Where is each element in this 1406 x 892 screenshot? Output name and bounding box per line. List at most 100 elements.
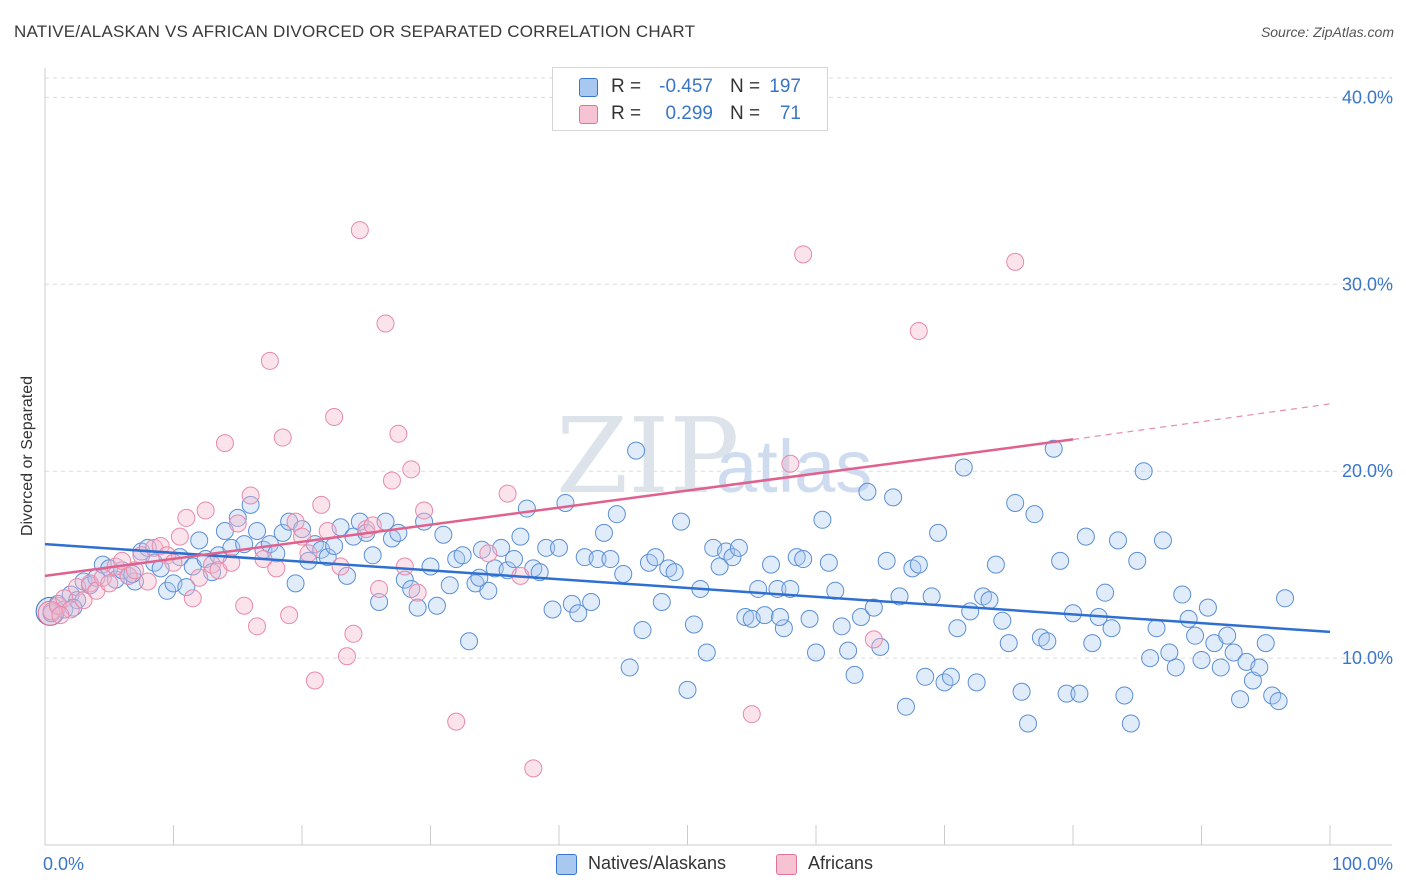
data-point-natives bbox=[537, 538, 556, 557]
data-point-africans bbox=[337, 647, 356, 666]
data-point-natives bbox=[1044, 439, 1063, 458]
data-point-africans bbox=[350, 221, 369, 240]
data-point-natives bbox=[1019, 714, 1038, 733]
data-point-natives bbox=[1186, 626, 1205, 645]
data-point-natives bbox=[961, 602, 980, 621]
data-point-natives bbox=[980, 591, 999, 610]
data-point-natives bbox=[470, 568, 489, 587]
data-point-africans bbox=[312, 495, 331, 514]
data-point-natives bbox=[723, 548, 742, 567]
data-point-africans bbox=[196, 501, 215, 520]
data-point-natives bbox=[434, 525, 453, 544]
data-point-natives bbox=[293, 520, 311, 539]
data-point-natives bbox=[736, 607, 755, 626]
data-point-natives bbox=[517, 499, 536, 518]
data-point-natives bbox=[1173, 585, 1192, 604]
data-point-natives bbox=[460, 632, 479, 651]
data-point-natives bbox=[864, 598, 883, 617]
data-point-natives bbox=[1038, 632, 1057, 651]
data-point-natives bbox=[1256, 634, 1275, 653]
legend-r-label: R = bbox=[611, 103, 642, 124]
data-point-natives bbox=[421, 557, 440, 576]
data-point-natives bbox=[710, 557, 729, 576]
data-point-natives bbox=[929, 523, 948, 542]
series-africans bbox=[37, 221, 1025, 778]
data-point-natives bbox=[941, 667, 960, 686]
data-point-natives bbox=[337, 566, 356, 585]
data-point-natives bbox=[1006, 493, 1025, 512]
data-point-africans bbox=[479, 544, 498, 563]
y-tick-label: 30.0% bbox=[1342, 274, 1393, 294]
natives-legend-label: Natives/Alaskans bbox=[588, 853, 727, 873]
data-point-natives bbox=[1012, 682, 1031, 701]
data-point-africans bbox=[215, 434, 234, 453]
data-point-natives bbox=[807, 643, 825, 662]
data-point-natives bbox=[646, 548, 665, 567]
data-point-natives bbox=[832, 617, 851, 636]
tick-labels: 10.0% 20.0% 30.0% 40.0% 0.0% 100.0% bbox=[43, 87, 1393, 874]
data-point-africans bbox=[408, 583, 427, 602]
trend-lines bbox=[44, 403, 1331, 634]
data-point-natives bbox=[1198, 598, 1217, 617]
data-point-africans bbox=[376, 314, 395, 333]
data-point-africans bbox=[286, 512, 305, 531]
data-point-africans bbox=[331, 557, 350, 576]
data-point-natives bbox=[884, 488, 903, 507]
data-point-africans bbox=[241, 486, 260, 505]
data-point-natives bbox=[1108, 531, 1127, 550]
data-point-natives bbox=[1211, 658, 1230, 677]
data-point-africans bbox=[402, 460, 421, 479]
data-point-natives bbox=[1179, 609, 1198, 628]
data-point-natives bbox=[858, 482, 877, 501]
data-point-africans bbox=[235, 596, 254, 615]
data-point-africans bbox=[151, 536, 170, 555]
data-point-natives bbox=[1115, 686, 1134, 705]
data-point-natives bbox=[1025, 505, 1044, 524]
data-point-natives bbox=[729, 538, 748, 557]
data-point-africans bbox=[781, 454, 800, 473]
data-point-natives bbox=[408, 598, 427, 617]
data-point-natives bbox=[633, 621, 652, 640]
data-point-natives bbox=[1083, 634, 1102, 653]
natives-legend-swatch bbox=[556, 854, 577, 875]
data-point-natives bbox=[1121, 714, 1140, 733]
data-point-natives bbox=[1147, 619, 1166, 638]
data-point-africans bbox=[382, 471, 401, 490]
data-point-africans bbox=[74, 591, 93, 610]
data-point-natives bbox=[672, 512, 691, 531]
legend-r-value: -0.457 bbox=[659, 76, 713, 97]
data-point-natives bbox=[890, 587, 909, 606]
data-point-africans bbox=[260, 351, 279, 370]
africans-legend-swatch bbox=[776, 854, 797, 875]
data-point-natives bbox=[762, 555, 781, 574]
data-point-natives bbox=[652, 593, 671, 612]
data-point-natives bbox=[800, 609, 819, 628]
africans-swatch bbox=[579, 105, 598, 124]
data-point-natives bbox=[845, 665, 864, 684]
data-point-africans bbox=[222, 553, 241, 572]
y-tick-label: 40.0% bbox=[1342, 87, 1393, 107]
data-point-natives bbox=[1250, 658, 1269, 677]
data-point-natives bbox=[819, 553, 838, 572]
data-point-natives bbox=[787, 548, 806, 567]
legend-n-value: 71 bbox=[779, 103, 801, 124]
data-point-natives bbox=[697, 643, 716, 662]
data-point-africans bbox=[415, 501, 434, 520]
data-point-natives bbox=[749, 579, 768, 598]
legend-n-label: N = bbox=[730, 103, 761, 124]
data-point-natives bbox=[909, 555, 928, 574]
data-point-natives bbox=[453, 546, 472, 565]
data-point-natives bbox=[620, 658, 639, 677]
data-point-natives bbox=[877, 551, 896, 570]
data-point-natives bbox=[177, 578, 196, 597]
data-point-africans bbox=[370, 579, 389, 598]
data-point-natives bbox=[1153, 531, 1172, 550]
data-point-natives bbox=[325, 536, 344, 555]
data-point-natives bbox=[228, 508, 247, 527]
data-point-natives bbox=[993, 611, 1012, 630]
data-point-natives bbox=[556, 493, 575, 512]
source-label: Source: ZipAtlas.com bbox=[1260, 24, 1394, 40]
data-point-africans bbox=[273, 428, 292, 447]
data-point-africans bbox=[395, 557, 414, 576]
data-point-natives bbox=[922, 587, 941, 606]
